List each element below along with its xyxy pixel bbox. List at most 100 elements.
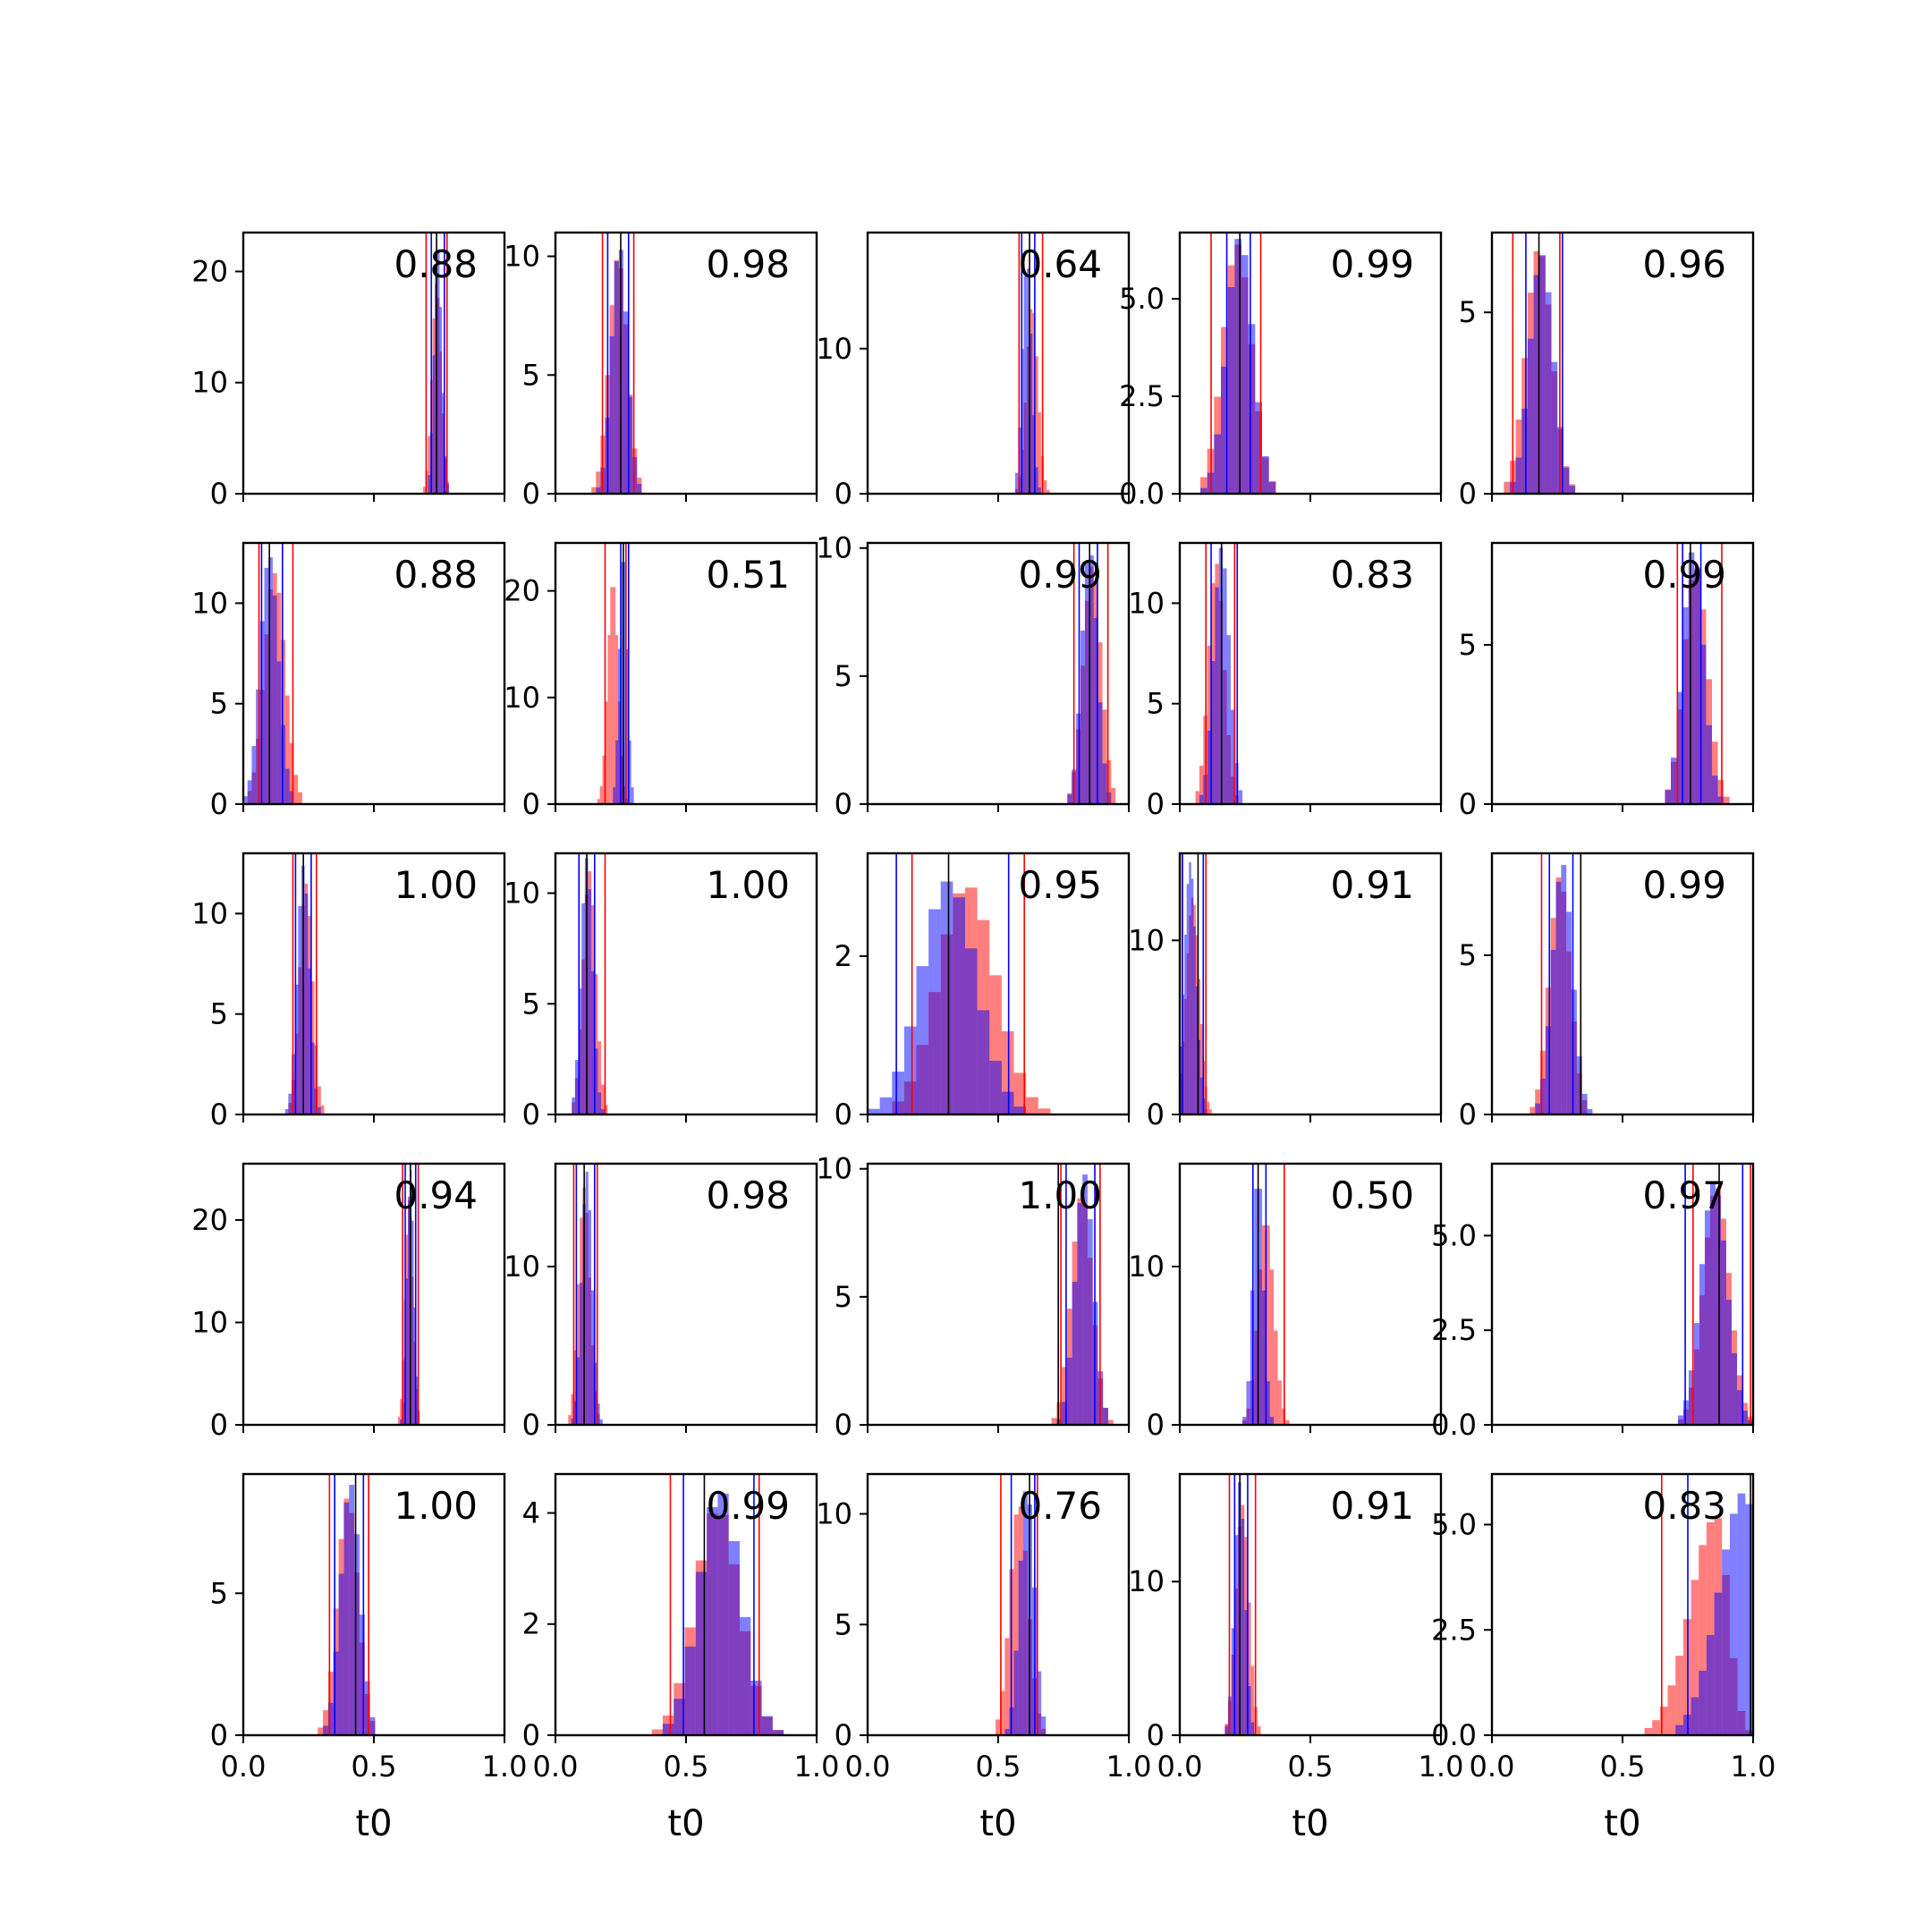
y-tick-label: 2 [835, 939, 852, 973]
blue-hist-bar [576, 1357, 580, 1425]
blue-hist-bar [1581, 1093, 1588, 1114]
blue-hist-bar [1080, 630, 1085, 804]
blue-hist-bar [285, 768, 290, 804]
red-hist-bar [1250, 1665, 1255, 1735]
blue-hist-bar [1180, 1046, 1182, 1114]
red-hist-bar [323, 1710, 328, 1735]
blue-hist-bar [1709, 1183, 1716, 1425]
x-tick-label: 0.5 [664, 1750, 709, 1784]
y-tick-label: 0 [835, 1408, 852, 1442]
y-tick-label: 0 [1459, 477, 1477, 511]
subplot-3-1: 0 5 10 1.00 [191, 852, 506, 1131]
blue-hist-bar [1067, 794, 1072, 804]
y-tick-label: 0 [210, 477, 228, 511]
blue-hist-bar [1013, 1650, 1019, 1735]
blue-hist-bar [1715, 1195, 1721, 1425]
y-tick-label: 5.0 [1431, 1218, 1477, 1252]
blue-hist-bar [1241, 255, 1249, 494]
blue-hist-bar [1551, 361, 1558, 494]
blue-hist-bar [637, 483, 642, 494]
blue-hist-bar [359, 1614, 365, 1735]
subplot-5-3: 0 5 10 0.0 0.5 1.0 t0 0.76 [816, 1472, 1151, 1844]
blue-hist-bar [578, 988, 582, 1114]
blue-hist-bar [1220, 366, 1228, 494]
y-tick-label: 10 [504, 681, 540, 715]
red-hist-bar [597, 799, 600, 804]
y-tick-label: 10 [816, 1152, 852, 1186]
blue-hist-bar [928, 909, 941, 1114]
blue-hist-bar [436, 251, 440, 494]
blue-hist-bar [1545, 292, 1552, 494]
y-tick-label: 20 [191, 254, 228, 288]
red-hist-bar [613, 587, 616, 804]
blue-hist-bar [288, 1093, 292, 1114]
blue-hist-bar [284, 1109, 289, 1114]
blue-hist-bar [338, 1573, 344, 1735]
blue-hist-bar [349, 1485, 355, 1735]
red-hist-bar [1207, 645, 1212, 804]
subplot-1-4: 0.0 2.5 5.0 0.99 [1119, 231, 1443, 511]
blue-hist-bar [1227, 287, 1235, 494]
blue-hist-bar [318, 1106, 321, 1114]
blue-hist-bar [1722, 1549, 1730, 1735]
subplot-1-5: 050.96 [1459, 231, 1755, 511]
y-tick-label: 5 [522, 987, 540, 1021]
x-tick-label: 0.0 [221, 1750, 267, 1784]
blue-hist-bar [1246, 1381, 1250, 1425]
x-tick-label: 0.5 [1600, 1750, 1646, 1784]
blue-hist-bar [571, 1419, 574, 1425]
red-hist-bar [1274, 1330, 1278, 1425]
blue-hist-bar [1712, 775, 1718, 804]
y-tick-label: 0 [522, 477, 540, 511]
blue-hist-bar [1515, 457, 1522, 494]
blue-hist-bar [1561, 865, 1567, 1114]
blue-hist-bar [251, 746, 257, 804]
blue-hist-bar [1186, 884, 1190, 1114]
blue-hist-bar [1688, 552, 1695, 804]
blue-hist-bar [591, 1290, 595, 1425]
y-tick-label: 0 [522, 787, 540, 821]
blue-hist-bar [1737, 1493, 1746, 1735]
blue-hist-bar [1269, 1416, 1275, 1425]
blue-hist-bar [1572, 989, 1577, 1114]
blue-hist-bar [304, 893, 309, 1114]
blue-hist-bar [1102, 763, 1107, 804]
x-tick-label: 0.5 [976, 1750, 1021, 1784]
blue-hist-bar [1082, 1174, 1088, 1425]
blue-hist-bar [1076, 713, 1081, 804]
red-hist-bar [1004, 1638, 1010, 1735]
blue-hist-bar [1699, 1670, 1707, 1735]
blue-hist-bar [1089, 555, 1094, 804]
blue-hist-bar [1677, 1415, 1683, 1425]
blue-hist-bar [1093, 617, 1098, 804]
blue-hist-bar [1230, 709, 1235, 804]
blue-hist-bar [623, 311, 629, 494]
blue-hist-bar [623, 562, 626, 804]
y-tick-label: 0 [835, 477, 852, 511]
blue-hist-bar [1077, 1202, 1083, 1425]
blue-hist-bar [1084, 561, 1089, 804]
blue-hist-bar [1066, 1357, 1072, 1425]
red-hist-bar [651, 1729, 663, 1735]
blue-hist-bar [1035, 467, 1038, 494]
red-hist-bar [1106, 759, 1112, 804]
blue-hist-bar [354, 1534, 360, 1735]
red-hist-bar [594, 974, 598, 1114]
subplot-2-3: 0 5 10 0.99 [816, 531, 1131, 821]
y-tick-label: 0 [210, 1718, 228, 1752]
subplot-2-4: 0 5 10 0.83 [1128, 541, 1443, 821]
blue-hist-bar [1720, 1240, 1726, 1425]
blue-hist-bar [1018, 1560, 1023, 1735]
blue-hist-bar [1026, 268, 1030, 494]
blue-hist-bar [684, 1646, 696, 1735]
y-tick-label: 5 [1459, 938, 1477, 972]
coverage-value-label: 1.00 [1018, 1174, 1102, 1217]
subplot-3-3: 020.95 [835, 852, 1131, 1131]
blue-hist-bar [1693, 1323, 1699, 1425]
blue-hist-bar [407, 1196, 411, 1425]
coverage-value-label: 0.98 [706, 1174, 790, 1217]
coverage-value-label: 1.00 [706, 863, 790, 907]
x-tick-label: 1.0 [794, 1750, 840, 1784]
blue-hist-bar [327, 1702, 334, 1735]
